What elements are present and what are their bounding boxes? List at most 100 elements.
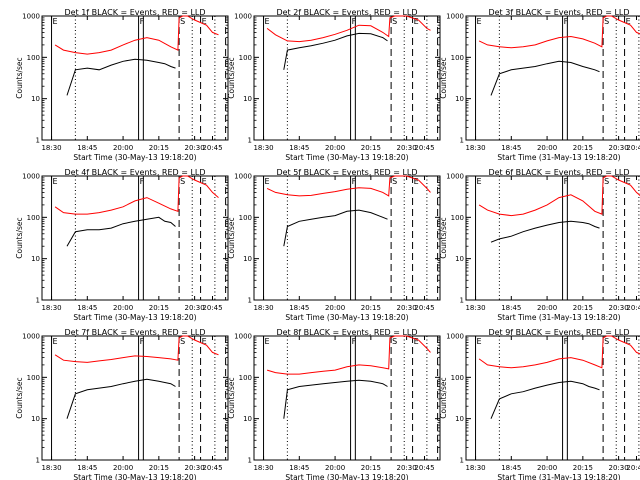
y-axis-label: Counts/sec <box>439 57 448 98</box>
y-tick-label: 1 <box>248 297 252 305</box>
y-axis-label: Counts/sec <box>439 217 448 258</box>
event-marker-label: E <box>202 17 207 26</box>
plot-frame <box>465 335 640 461</box>
x-tick-label: 18:30 <box>465 464 485 472</box>
events-series-line <box>490 60 600 96</box>
event-marker-label: F <box>352 177 357 186</box>
event-marker-label: F <box>140 337 145 346</box>
y-axis-label: Counts/sec <box>227 57 236 98</box>
y-axis-label: Counts/sec <box>439 377 448 418</box>
x-axis-label: Start Time (30-May-13 19:18:20) <box>73 153 196 162</box>
y-tick-label: 10 <box>243 255 252 263</box>
y-tick-label: 1000 <box>234 333 252 341</box>
event-marker-label: F <box>140 177 145 186</box>
y-axis-label: Counts/sec <box>227 377 236 418</box>
y-tick-label: 1000 <box>22 333 40 341</box>
panel-title: Det 3f BLACK = Events, RED = LLD <box>488 8 629 17</box>
event-marker-label: S <box>392 17 397 26</box>
y-tick-label: 10 <box>31 415 40 423</box>
y-axis-label: Counts/sec <box>227 217 236 258</box>
event-marker-label: E <box>265 17 270 26</box>
y-tick-label: 1 <box>36 457 40 465</box>
x-tick-label: 20:00 <box>113 464 133 472</box>
x-tick-label: 18:30 <box>465 144 485 152</box>
panel-3: Det 3f BLACK = Events, RED = LLD Counts/s… <box>439 8 640 162</box>
event-marker-label: E <box>414 337 419 346</box>
y-axis-label: Counts/sec <box>15 217 24 258</box>
x-tick-label: 20:30 <box>397 144 417 152</box>
event-marker-label: E <box>414 17 419 26</box>
panel-1: Det 1f BLACK = Events, RED = LLD Counts/s… <box>15 8 229 162</box>
x-tick-label: 18:45 <box>77 304 97 312</box>
lld-series-line <box>266 15 431 43</box>
event-marker-label: E <box>626 177 631 186</box>
x-tick-label: 20:00 <box>325 464 345 472</box>
x-axis-label: Start Time (31-May-13 19:18:20) <box>497 473 620 480</box>
x-tick-label: 20:00 <box>325 144 345 152</box>
x-tick-label: 20:30 <box>185 304 205 312</box>
panel-9: Det 9f BLACK = Events, RED = LLD Counts/s… <box>439 328 640 480</box>
plot-frame <box>253 175 441 301</box>
y-axis-label: Counts/sec <box>15 57 24 98</box>
event-marker-label: E <box>265 337 270 346</box>
event-marker-label: E <box>53 177 58 186</box>
x-axis-label: Start Time (30-May-13 19:18:20) <box>73 313 196 322</box>
y-tick-label: 100 <box>239 54 252 62</box>
event-marker-label: S <box>180 337 185 346</box>
x-tick-label: 20:00 <box>537 464 557 472</box>
panel-title: Det 8f BLACK = Events, RED = LLD <box>276 328 417 337</box>
event-marker-label: S <box>180 177 185 186</box>
panel-title: Det 9f BLACK = Events, RED = LLD <box>488 328 629 337</box>
lld-series-line <box>54 175 219 215</box>
y-tick-label: 1000 <box>22 13 40 21</box>
x-tick-label: 20:30 <box>185 144 205 152</box>
panel-5: Det 5f BLACK = Events, RED = LLD Counts/s… <box>227 168 441 322</box>
y-tick-label: 10 <box>455 415 464 423</box>
x-tick-label: 18:45 <box>289 464 309 472</box>
y-tick-label: 1000 <box>234 13 252 21</box>
y-tick-label: 1000 <box>446 13 464 21</box>
x-tick-label: 18:45 <box>501 304 521 312</box>
event-marker-label: F <box>140 17 145 26</box>
y-tick-label: 1000 <box>446 173 464 181</box>
lld-series-line <box>54 15 219 55</box>
panel-4: Det 4f BLACK = Events, RED = LLD Counts/s… <box>15 168 229 322</box>
x-tick-label: 20:45 <box>202 464 222 472</box>
events-series-line <box>283 209 388 247</box>
lld-series-line <box>478 335 640 369</box>
y-tick-label: 100 <box>239 214 252 222</box>
event-marker-label: S <box>604 17 609 26</box>
y-tick-label: 10 <box>455 95 464 103</box>
y-tick-label: 10 <box>455 255 464 263</box>
x-tick-label: 18:30 <box>465 304 485 312</box>
y-tick-label: 100 <box>27 374 40 382</box>
y-tick-label: 1 <box>460 457 464 465</box>
x-tick-label: 20:45 <box>414 464 434 472</box>
x-axis-label: Start Time (30-May-13 19:18:20) <box>285 153 408 162</box>
x-tick-label: 18:45 <box>289 304 309 312</box>
events-series-line <box>66 378 176 419</box>
y-tick-label: 1 <box>460 297 464 305</box>
event-marker-label: F <box>352 17 357 26</box>
event-marker-label: S <box>392 177 397 186</box>
y-tick-label: 100 <box>27 214 40 222</box>
x-tick-label: 18:45 <box>77 464 97 472</box>
events-series-line <box>66 58 176 96</box>
event-marker-label: E <box>477 17 482 26</box>
panel-6: Det 6f BLACK = Events, RED = LLD Counts/s… <box>439 168 640 322</box>
lld-series-line <box>54 335 219 363</box>
event-marker-label: E <box>414 177 419 186</box>
panel-2: Det 2f BLACK = Events, RED = LLD Counts/s… <box>227 8 441 162</box>
event-marker-label: F <box>564 17 569 26</box>
y-tick-label: 10 <box>243 95 252 103</box>
y-tick-label: 1 <box>36 137 40 145</box>
y-tick-label: 1000 <box>446 333 464 341</box>
x-tick-label: 20:30 <box>397 464 417 472</box>
x-tick-label: 20:45 <box>626 464 640 472</box>
panel-7: Det 7f BLACK = Events, RED = LLD Counts/s… <box>15 328 229 480</box>
y-tick-label: 1 <box>248 137 252 145</box>
y-axis-label: Counts/sec <box>15 377 24 418</box>
lld-series-line <box>478 175 640 217</box>
x-tick-label: 20:15 <box>361 144 381 152</box>
